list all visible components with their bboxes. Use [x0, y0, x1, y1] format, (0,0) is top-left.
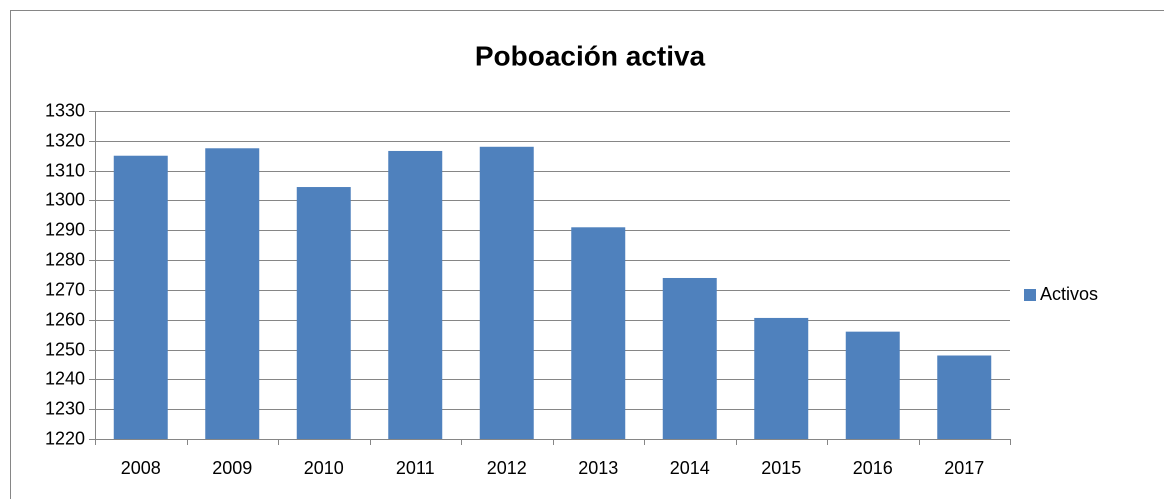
- y-tick-label: 1330: [45, 100, 85, 120]
- bar: [845, 331, 900, 439]
- bar: [205, 148, 260, 440]
- bar: [937, 355, 992, 439]
- y-tick-label: 1300: [45, 189, 85, 209]
- bar: [571, 227, 626, 439]
- x-tick-label: 2009: [212, 458, 252, 478]
- y-tick-label: 1230: [45, 398, 85, 418]
- x-tick-label: 2017: [944, 458, 984, 478]
- y-tick-label: 1280: [45, 249, 85, 269]
- legend-label: Activos: [1040, 284, 1098, 304]
- x-tick-label: 2015: [761, 458, 801, 478]
- bar: [388, 150, 443, 439]
- x-tick-label: 2010: [304, 458, 344, 478]
- y-tick-label: 1220: [45, 428, 85, 448]
- bar: [296, 187, 351, 439]
- chart-title: Poboación activa: [475, 40, 706, 71]
- x-tick-label: 2014: [670, 458, 710, 478]
- y-tick-label: 1250: [45, 339, 85, 359]
- x-tick-label: 2012: [487, 458, 527, 478]
- bar: [754, 317, 809, 439]
- bar: [479, 146, 534, 440]
- y-tick-label: 1260: [45, 309, 85, 329]
- y-tick-label: 1270: [45, 279, 85, 299]
- y-tick-label: 1240: [45, 368, 85, 388]
- bar: [113, 155, 168, 439]
- x-tick-label: 2013: [578, 458, 618, 478]
- y-tick-label: 1320: [45, 130, 85, 150]
- legend-swatch: [1024, 289, 1036, 301]
- x-tick-label: 2016: [853, 458, 893, 478]
- x-tick-label: 2011: [396, 458, 435, 478]
- bar: [662, 277, 717, 439]
- y-tick-label: 1290: [45, 219, 85, 239]
- y-tick-label: 1310: [45, 160, 85, 180]
- x-tick-label: 2008: [121, 458, 161, 478]
